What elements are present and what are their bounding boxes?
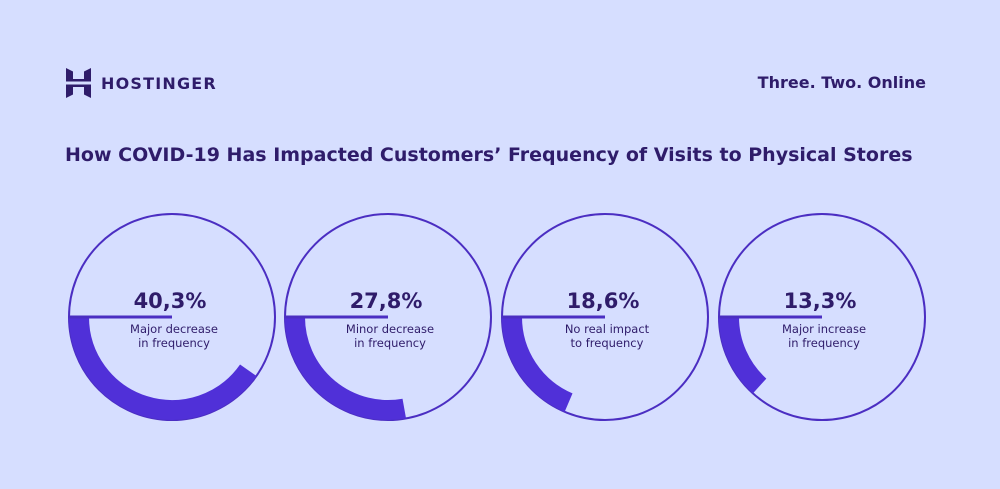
chart-title: How COVID-19 Has Impacted Customers’ Fre… — [65, 144, 913, 166]
gauge-category-label: in frequency — [788, 336, 860, 350]
gauge-category-label: No real impact — [565, 322, 650, 336]
gauge-category-label: in frequency — [138, 336, 210, 350]
gauge-category-label: in frequency — [354, 336, 426, 350]
gauge-category-label: Minor decrease — [346, 322, 434, 336]
brand-name: HOSTINGER — [101, 73, 217, 93]
gauge-value-arc — [285, 316, 407, 420]
gauge-value-arc — [719, 316, 767, 394]
tagline: Three. Two. Online — [757, 73, 926, 92]
hostinger-logo-icon — [66, 68, 91, 98]
gauge-category-label: Major increase — [782, 322, 866, 336]
hostinger-logo[interactable]: HOSTINGER — [66, 68, 217, 98]
header: HOSTINGER Three. Two. Online — [66, 68, 926, 100]
gauge-category-label: to frequency — [571, 336, 644, 350]
gauge-category-label: Major decrease — [130, 322, 218, 336]
gauge-value-label: 40,3% — [134, 289, 207, 313]
gauge-value-arc — [69, 316, 257, 420]
gauge-value-label: 13,3% — [784, 289, 857, 313]
gauge-value-arc — [502, 316, 573, 412]
gauge-value-label: 18,6% — [567, 289, 640, 313]
gauge-value-label: 27,8% — [350, 289, 423, 313]
